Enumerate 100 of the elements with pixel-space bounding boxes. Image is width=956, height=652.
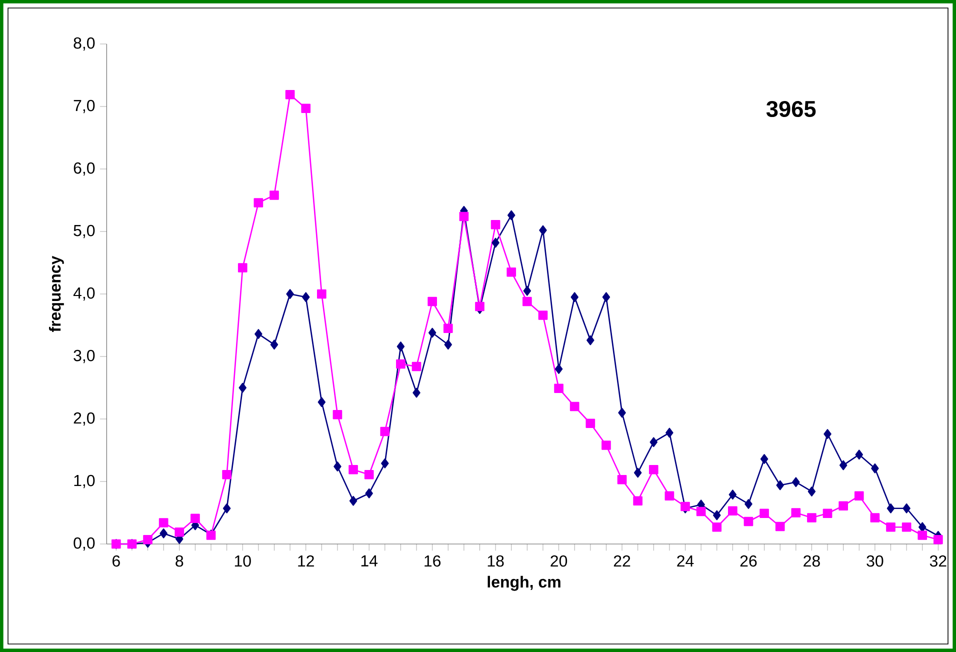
point xyxy=(902,522,912,532)
point xyxy=(807,513,816,522)
point xyxy=(744,516,754,526)
point xyxy=(554,384,564,394)
point xyxy=(428,296,437,306)
point xyxy=(570,402,580,412)
point xyxy=(538,310,548,320)
x-tick-label: 20 xyxy=(550,555,568,567)
point xyxy=(918,522,926,532)
point xyxy=(158,518,168,528)
point xyxy=(792,477,800,488)
point xyxy=(839,460,848,470)
point xyxy=(334,462,342,472)
point xyxy=(808,486,816,496)
point xyxy=(728,506,738,516)
point xyxy=(316,289,326,299)
point xyxy=(506,267,516,277)
point xyxy=(475,302,484,312)
point xyxy=(381,458,389,468)
point xyxy=(618,408,626,418)
point xyxy=(507,210,516,220)
point xyxy=(902,503,910,514)
point xyxy=(760,454,768,464)
point xyxy=(855,450,864,460)
point xyxy=(254,329,262,339)
point xyxy=(490,220,500,230)
point xyxy=(602,292,610,302)
point xyxy=(364,470,374,480)
point xyxy=(728,490,737,500)
point xyxy=(838,501,848,511)
point xyxy=(143,534,152,544)
point xyxy=(760,508,769,518)
point xyxy=(270,340,278,350)
point xyxy=(286,289,294,299)
y-axis-title: frequency xyxy=(48,256,64,332)
point xyxy=(190,514,200,524)
point xyxy=(285,90,295,100)
point xyxy=(238,263,248,272)
point xyxy=(886,503,895,514)
x-tick-label: 26 xyxy=(740,555,757,567)
point xyxy=(918,530,928,540)
point xyxy=(824,429,832,439)
x-tick-label: 16 xyxy=(424,555,441,567)
point xyxy=(650,437,658,448)
x-tick-label: 30 xyxy=(866,555,884,567)
point xyxy=(712,510,721,520)
point xyxy=(870,513,880,522)
x-tick-label: 22 xyxy=(614,555,630,567)
point xyxy=(554,364,563,374)
point xyxy=(301,104,311,114)
point xyxy=(633,496,642,506)
point xyxy=(539,225,547,236)
x-tick-label: 28 xyxy=(804,555,820,567)
point xyxy=(348,464,358,474)
x-axis-title: lengh, cm xyxy=(488,576,560,591)
y-tick-label: 5,0 xyxy=(74,224,95,238)
point xyxy=(349,496,358,506)
point xyxy=(886,522,896,532)
point xyxy=(617,474,627,484)
point xyxy=(365,488,373,498)
annotation: 3965 xyxy=(766,100,816,118)
x-tick-label: 6 xyxy=(112,555,120,567)
point xyxy=(428,328,436,338)
x-tick-label: 14 xyxy=(361,555,378,566)
point xyxy=(775,522,785,532)
point xyxy=(443,324,453,334)
x-tick-label: 24 xyxy=(677,555,694,567)
point xyxy=(586,335,594,346)
point xyxy=(523,286,532,296)
point xyxy=(332,410,342,420)
y-tick-label: 2,0 xyxy=(74,412,95,426)
point xyxy=(648,464,658,474)
point xyxy=(634,468,642,478)
point xyxy=(459,212,469,222)
point xyxy=(444,340,452,350)
point xyxy=(586,418,596,428)
point xyxy=(744,499,752,509)
point xyxy=(854,491,864,501)
point xyxy=(174,527,184,537)
point xyxy=(412,388,420,398)
point xyxy=(822,508,832,518)
x-tick-label: 10 xyxy=(234,555,251,567)
point xyxy=(570,292,578,302)
point xyxy=(396,342,405,352)
point xyxy=(791,508,801,518)
x-tick-label: 12 xyxy=(298,555,314,567)
y-tick-label: 4,0 xyxy=(73,287,95,301)
point xyxy=(302,292,310,302)
point xyxy=(602,440,611,450)
x-tick-label: 32 xyxy=(930,555,946,567)
y-tick-label: 3,0 xyxy=(74,350,95,364)
point xyxy=(696,506,706,516)
point xyxy=(270,190,279,200)
x-tick-label: 8 xyxy=(176,555,184,567)
point xyxy=(934,534,943,544)
point xyxy=(412,362,422,372)
point xyxy=(222,470,232,480)
x-tick-label: 18 xyxy=(488,555,504,567)
y-tick-label: 1,0 xyxy=(74,474,95,488)
point xyxy=(254,198,264,208)
